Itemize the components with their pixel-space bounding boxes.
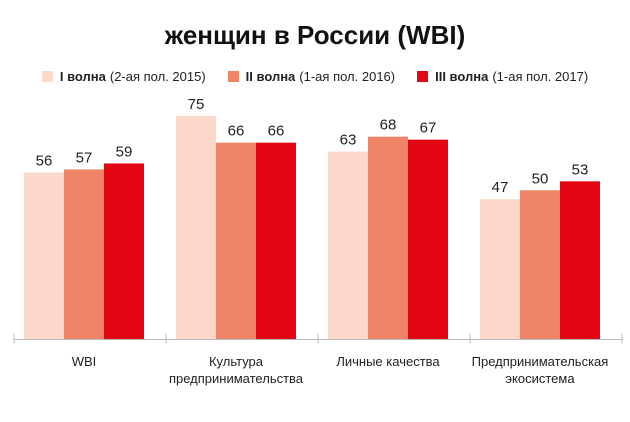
legend-item-1: I волна (2-ая пол. 2015): [41, 68, 206, 84]
bar-4-3: [560, 181, 600, 339]
data-label: 75: [188, 96, 205, 113]
bar-4-1: [480, 199, 520, 339]
legend: I волна (2-ая пол. 2015) II волна (1-ая пол…: [0, 66, 630, 86]
legend-series-name: II волна: [245, 68, 296, 84]
legend-series-period: (1-ая пол. 2016): [299, 68, 396, 84]
bar-4-2: [520, 190, 560, 339]
legend-item-3: III волна (1-ая пол. 2017): [417, 69, 588, 84]
data-label: 47: [492, 179, 509, 196]
data-label: 66: [268, 123, 285, 140]
category-label: предпринимательства: [169, 371, 304, 386]
bar-3-2: [368, 136, 408, 339]
legend-series-period: (2-ая пол. 2015): [109, 68, 206, 84]
legend-series-name: III волна: [435, 68, 489, 84]
data-label: 56: [36, 152, 53, 169]
bar-2-1: [176, 115, 216, 339]
category-label: экосистема: [505, 371, 575, 386]
bar-1-1: [24, 172, 64, 339]
data-label: 53: [572, 161, 589, 178]
category-label: Предпринимательская: [472, 354, 609, 369]
legend-swatch: [41, 70, 53, 82]
legend-series-name: I волна: [59, 68, 106, 84]
category-label: WBI: [72, 354, 97, 369]
legend-item-2: II волна (1-ая пол. 2016): [227, 68, 396, 84]
legend-swatch: [417, 70, 429, 82]
legend-series-period: (1-ая пол. 2017): [492, 68, 589, 84]
chart-title: женщин в России (WBI): [0, 0, 630, 52]
bar-3-3: [408, 139, 448, 339]
data-label: 57: [76, 149, 93, 166]
data-label: 50: [532, 170, 549, 187]
legend-swatch: [227, 70, 239, 82]
chart-title-text: женщин в России (WBI): [164, 20, 466, 50]
bar-1-2: [64, 169, 104, 339]
data-label: 68: [380, 117, 397, 134]
bar-2-2: [216, 142, 256, 339]
data-label: 59: [116, 143, 133, 160]
bar-3-1: [328, 151, 368, 339]
bar-1-3: [104, 163, 144, 339]
data-label: 63: [340, 132, 357, 149]
data-label: 66: [228, 123, 245, 140]
category-label: Культура: [209, 354, 264, 369]
bar-2-3: [256, 142, 296, 339]
category-label: Личные качества: [336, 354, 440, 369]
data-label: 67: [420, 120, 437, 137]
